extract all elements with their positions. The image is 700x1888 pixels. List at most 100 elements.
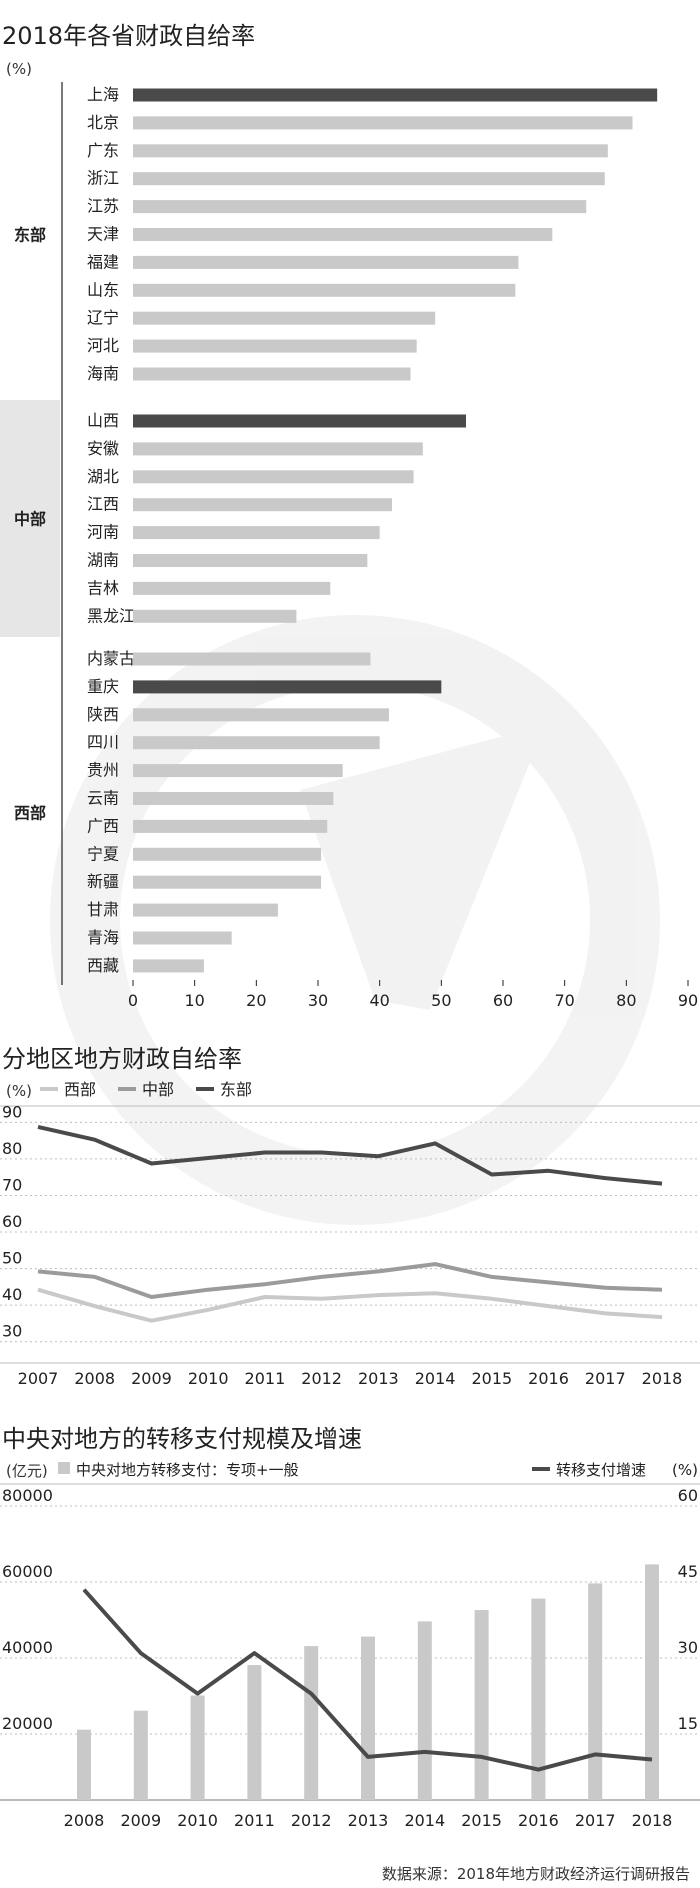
category-label: 青海 — [87, 928, 119, 947]
chart2-unit: (%) — [6, 1082, 32, 1100]
bar — [133, 470, 414, 484]
bar — [133, 172, 605, 186]
bar — [133, 680, 442, 694]
x-tick-label: 2012 — [291, 1811, 332, 1830]
bar — [133, 931, 232, 945]
bar — [304, 1646, 319, 1800]
x-tick-label: 2017 — [575, 1811, 616, 1830]
x-tick-label: 2016 — [518, 1811, 559, 1830]
x-tick-label: 2017 — [585, 1369, 626, 1388]
chart3-legend: 中央对地方转移支付：专项+一般 转移支付增速 (%) — [58, 1461, 698, 1479]
legend-swatch-bar — [58, 1462, 70, 1474]
chart2-grid — [0, 1105, 700, 1364]
category-label: 安徽 — [87, 439, 119, 458]
chart2-legend: 西部 中部 东部 — [40, 1080, 252, 1099]
y-tick-label: 70 — [2, 1175, 22, 1194]
y-tick-label: 80 — [2, 1139, 22, 1158]
x-tick-label: 2012 — [301, 1369, 342, 1388]
bar — [133, 339, 417, 353]
legend-label: 西部 — [64, 1080, 96, 1099]
chart2-lines — [37, 1124, 663, 1323]
bar — [133, 819, 328, 833]
bar — [190, 1695, 205, 1800]
bar — [133, 311, 436, 325]
x-tick-label: 2015 — [471, 1369, 512, 1388]
group-label: 东部 — [14, 226, 46, 245]
category-label: 山东 — [87, 280, 119, 299]
bar — [531, 1598, 546, 1800]
bar — [133, 367, 411, 381]
chart3-line — [82, 1588, 653, 1772]
bar — [247, 1665, 262, 1800]
x-tick-label: 2007 — [18, 1369, 59, 1388]
left-tick-label: 20000 — [2, 1714, 53, 1733]
series-line — [37, 1262, 663, 1299]
bar — [133, 903, 278, 917]
group-band-middle — [0, 400, 60, 637]
chart3-left-unit: (亿元) — [6, 1462, 48, 1480]
bar — [133, 200, 587, 214]
province-bars: 上海北京广东浙江江苏天津福建山东辽宁河北海南山西安徽湖北江西河南湖南吉林黑龙江内… — [87, 85, 658, 975]
x-tick-label: 2014 — [404, 1811, 445, 1830]
x-tick-label: 2016 — [528, 1369, 569, 1388]
bar — [133, 792, 334, 805]
category-label: 重庆 — [87, 677, 119, 696]
category-label: 江苏 — [87, 197, 119, 216]
category-label: 湖北 — [87, 467, 119, 486]
bar — [133, 736, 380, 750]
y-tick-label: 40 — [2, 1285, 22, 1304]
category-label: 上海 — [87, 85, 119, 104]
bar — [133, 1710, 148, 1800]
x-tick-label: 20 — [246, 991, 266, 1010]
right-axis-unit: (%) — [672, 1461, 698, 1479]
y-tick-label: 30 — [2, 1322, 22, 1341]
source-note: 数据来源：2018年地方财政经济运行调研报告 — [382, 1865, 690, 1883]
bar — [417, 1621, 432, 1800]
left-tick-label: 40000 — [2, 1638, 53, 1657]
x-tick-label: 2009 — [120, 1811, 161, 1830]
category-label: 新疆 — [87, 872, 119, 891]
right-tick-label: 60 — [678, 1486, 698, 1505]
y-tick-label: 60 — [2, 1212, 22, 1231]
bar — [133, 959, 204, 973]
bar — [588, 1583, 603, 1800]
bar — [133, 764, 343, 778]
left-tick-label: 60000 — [2, 1562, 53, 1581]
group-label: 中部 — [14, 510, 46, 529]
x-tick-label: 2011 — [234, 1811, 275, 1830]
bar — [133, 116, 633, 130]
series-line — [37, 1287, 663, 1323]
bar — [133, 847, 322, 861]
category-label: 海南 — [87, 364, 119, 383]
x-tick-label: 2009 — [131, 1369, 172, 1388]
right-tick-label: 30 — [678, 1638, 698, 1657]
x-tick-label: 2008 — [74, 1369, 115, 1388]
category-label: 黑龙江 — [87, 606, 135, 625]
bar — [645, 1564, 659, 1800]
group-label: 西部 — [14, 803, 46, 822]
bar — [133, 414, 466, 428]
x-tick-label: 2008 — [64, 1811, 105, 1830]
x-tick-label: 2011 — [245, 1369, 286, 1388]
category-label: 吉林 — [87, 578, 119, 597]
category-label: 广东 — [87, 141, 119, 160]
chart1-title: 2018年各省财政自给率 — [2, 22, 255, 50]
category-label: 湖南 — [87, 551, 119, 570]
x-tick-label: 90 — [678, 991, 698, 1010]
category-label: 宁夏 — [87, 844, 119, 863]
category-label: 内蒙古 — [87, 649, 135, 668]
category-label: 辽宁 — [87, 308, 119, 327]
bar — [361, 1636, 375, 1800]
x-tick-label: 2018 — [642, 1369, 683, 1388]
chart2-title: 分地区地方财政自给率 — [2, 1045, 242, 1073]
bar — [133, 526, 380, 540]
bar — [133, 609, 297, 623]
legend-label: 东部 — [220, 1080, 252, 1099]
category-label: 浙江 — [87, 169, 119, 188]
x-tick-label: 70 — [554, 991, 574, 1010]
bar — [133, 88, 658, 102]
y-tick-label: 90 — [2, 1102, 22, 1121]
category-label: 山西 — [87, 411, 119, 430]
